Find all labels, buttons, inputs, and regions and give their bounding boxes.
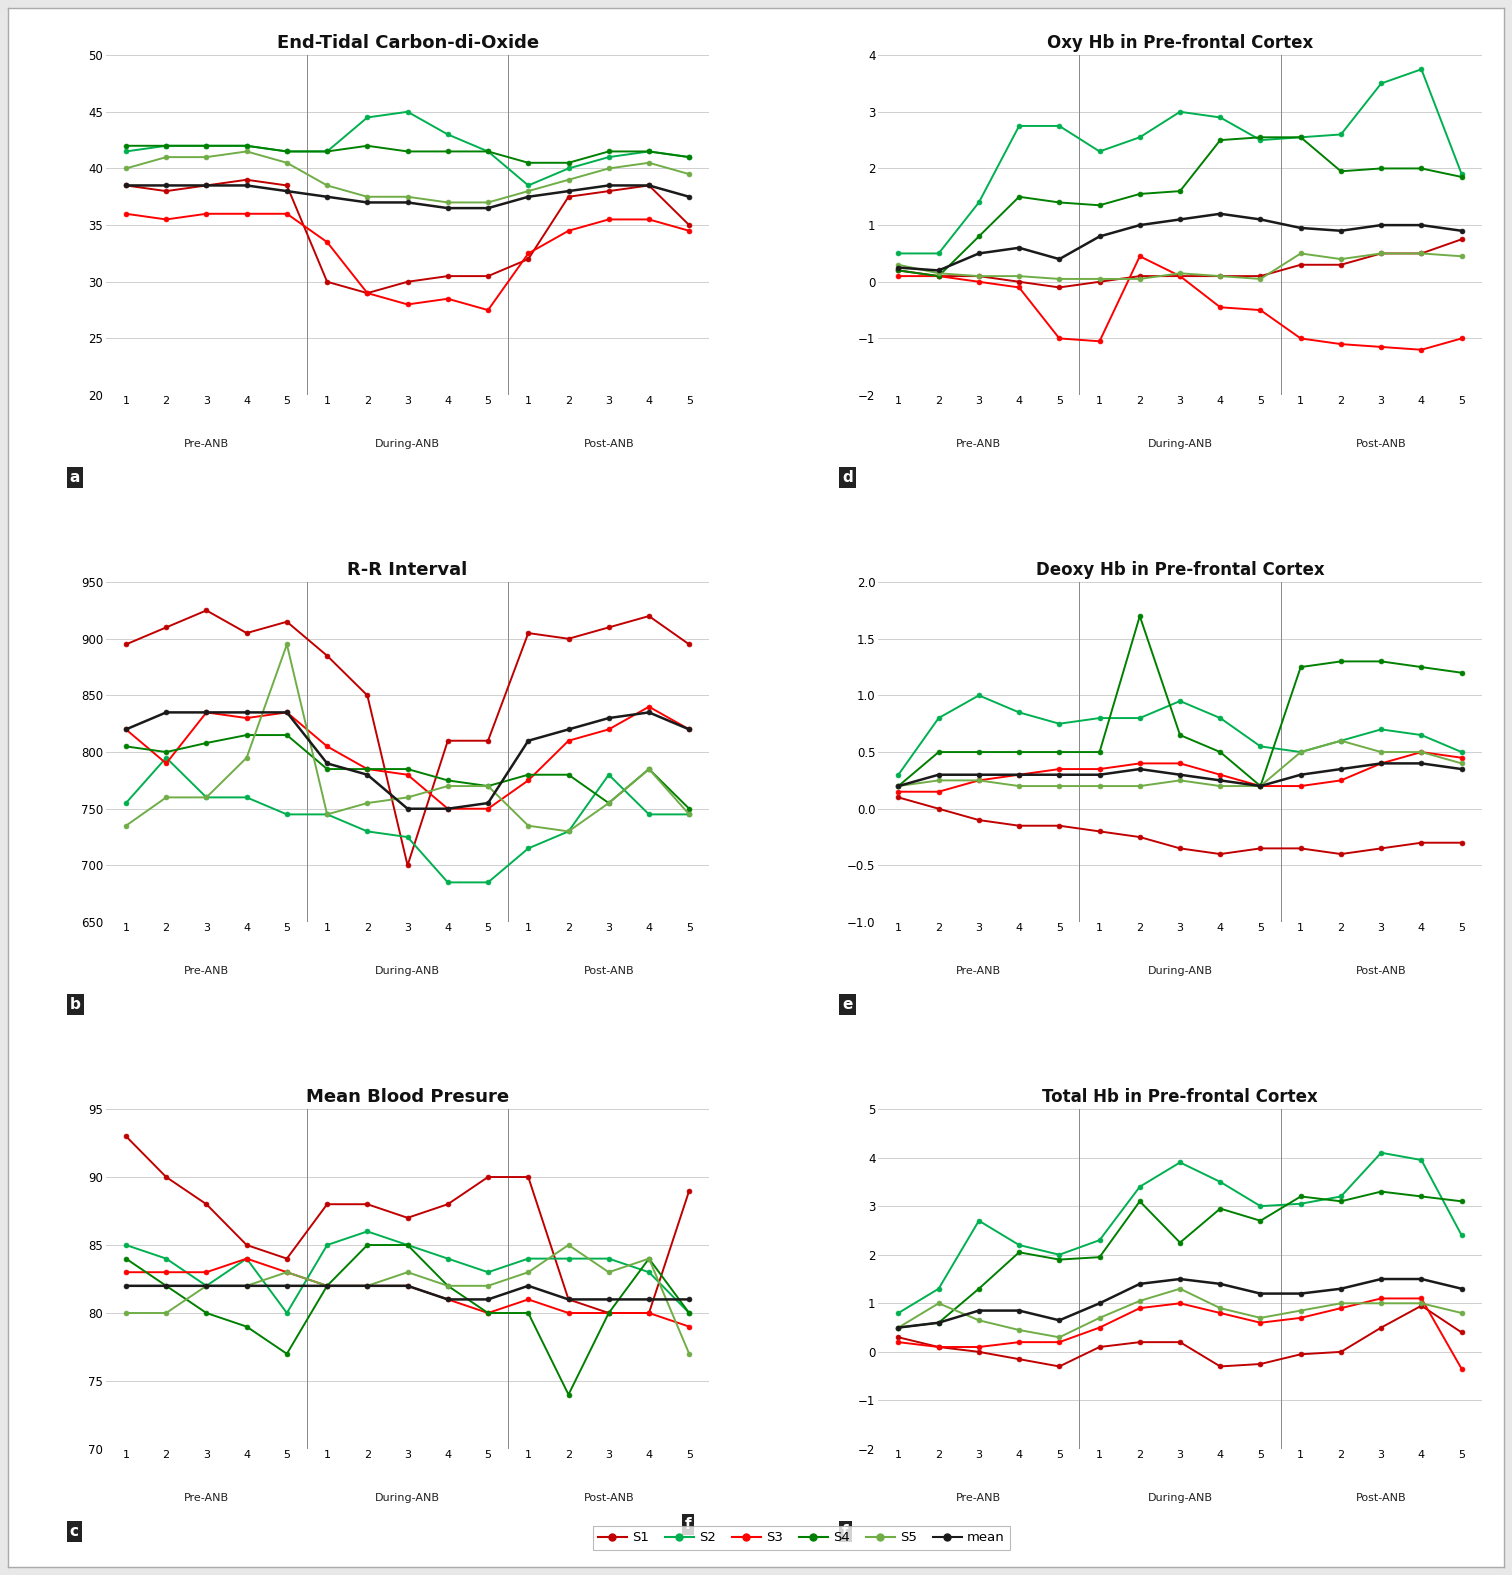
- Title: Oxy Hb in Pre-frontal Cortex: Oxy Hb in Pre-frontal Cortex: [1046, 35, 1312, 52]
- Text: Post-ANB: Post-ANB: [1356, 1493, 1406, 1503]
- Title: Total Hb in Pre-frontal Cortex: Total Hb in Pre-frontal Cortex: [1042, 1088, 1318, 1106]
- Text: During-ANB: During-ANB: [375, 439, 440, 449]
- Title: End-Tidal Carbon-di-Oxide: End-Tidal Carbon-di-Oxide: [277, 35, 538, 52]
- Text: d: d: [842, 469, 853, 485]
- Text: Post-ANB: Post-ANB: [584, 1493, 634, 1503]
- Text: During-ANB: During-ANB: [1148, 1493, 1213, 1503]
- Text: e: e: [842, 997, 853, 1011]
- Text: a: a: [70, 469, 80, 485]
- Text: b: b: [70, 997, 80, 1011]
- Text: During-ANB: During-ANB: [1148, 439, 1213, 449]
- Title: Mean Blood Presure: Mean Blood Presure: [305, 1088, 510, 1106]
- Text: Post-ANB: Post-ANB: [1356, 439, 1406, 449]
- Legend: S1, S2, S3, S4, S5, mean: S1, S2, S3, S4, S5, mean: [593, 1526, 1010, 1550]
- Text: During-ANB: During-ANB: [1148, 965, 1213, 976]
- Text: Pre-ANB: Pre-ANB: [956, 965, 1001, 976]
- Title: R-R Interval: R-R Interval: [348, 561, 467, 580]
- Text: During-ANB: During-ANB: [375, 965, 440, 976]
- Text: Pre-ANB: Pre-ANB: [184, 1493, 228, 1503]
- Text: Pre-ANB: Pre-ANB: [956, 1493, 1001, 1503]
- Text: Post-ANB: Post-ANB: [584, 439, 634, 449]
- Title: Deoxy Hb in Pre-frontal Cortex: Deoxy Hb in Pre-frontal Cortex: [1036, 561, 1325, 580]
- Text: f: f: [842, 1523, 848, 1539]
- Text: Pre-ANB: Pre-ANB: [184, 439, 228, 449]
- Text: During-ANB: During-ANB: [375, 1493, 440, 1503]
- Text: Post-ANB: Post-ANB: [1356, 965, 1406, 976]
- Text: f: f: [685, 1517, 691, 1532]
- Text: Post-ANB: Post-ANB: [584, 965, 634, 976]
- Text: Pre-ANB: Pre-ANB: [956, 439, 1001, 449]
- Text: Pre-ANB: Pre-ANB: [184, 965, 228, 976]
- Text: c: c: [70, 1523, 79, 1539]
